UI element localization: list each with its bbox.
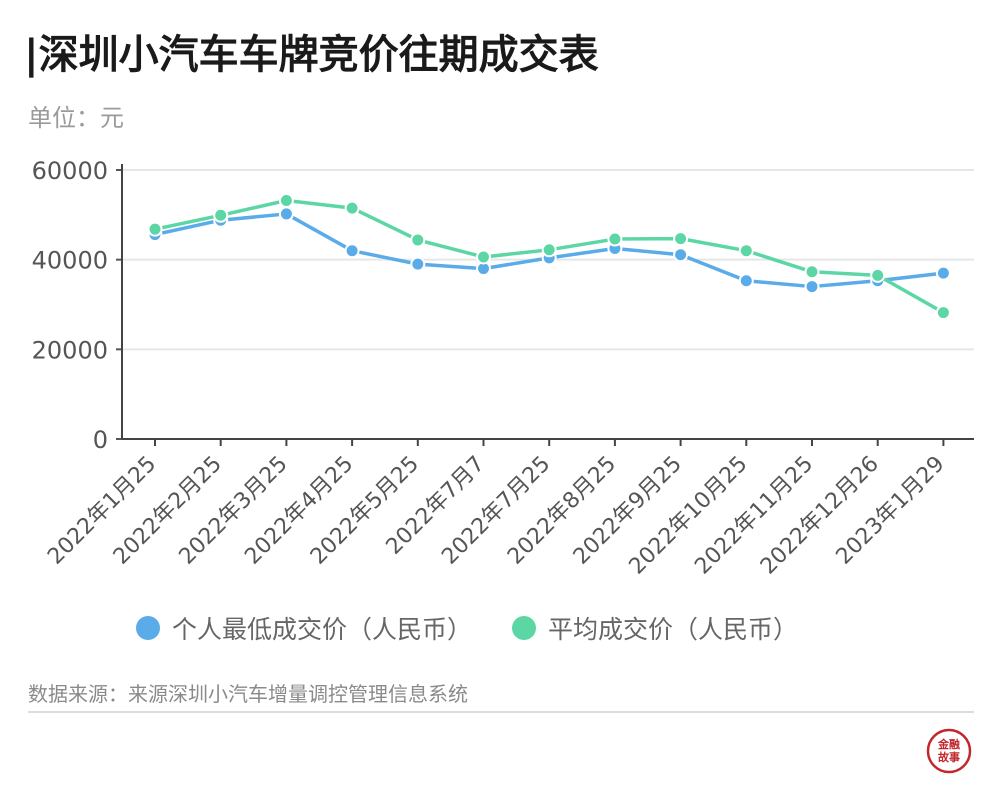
source-divider — [28, 711, 974, 713]
data-source: 数据来源：来源深圳小汽车增量调控管理信息系统 — [28, 682, 468, 706]
unit-label: 单位：元 — [28, 104, 124, 132]
x-tick-label-9: 2022年10月25 — [625, 452, 753, 580]
y-tick-label-1: 20000 — [32, 336, 108, 364]
y-tick-label-0: 0 — [93, 426, 108, 454]
series-1-point-9 — [738, 243, 754, 259]
series-0-point-3 — [344, 243, 360, 259]
series-1-point-6 — [541, 242, 557, 258]
logo-text-top: 金融 — [937, 737, 960, 751]
legend-item-avg[interactable]: 平均成交价（人民币） — [512, 610, 798, 646]
series-1-point-1 — [213, 207, 229, 223]
series-1-point-11 — [870, 267, 886, 283]
series-1-point-2 — [278, 192, 294, 208]
series-0-point-9 — [738, 273, 754, 289]
brand-logo-icon: 金融 故事 — [926, 728, 972, 774]
logo-text-bottom: 故事 — [938, 750, 960, 764]
page-title: |深圳小汽车车牌竞价往期成交表 — [24, 32, 599, 78]
series-1-point-10 — [804, 264, 820, 280]
y-tick-label-3: 60000 — [32, 157, 108, 185]
chart-legend: 个人最低成交价（人民币） 平均成交价（人民币） — [136, 610, 798, 646]
series-0-point-2 — [278, 206, 294, 222]
legend-label-min: 个人最低成交价（人民币） — [172, 615, 473, 644]
legend-dot-min — [136, 616, 160, 640]
x-tick-label-11: 2022年12月26 — [756, 452, 884, 580]
series-1-point-7 — [607, 231, 623, 247]
series-1-point-0 — [147, 221, 163, 237]
series-0-point-10 — [804, 279, 820, 295]
x-tick-label-10: 2022年11月25 — [690, 452, 818, 580]
series-1-point-12 — [935, 305, 951, 321]
series-1-point-3 — [344, 200, 360, 216]
series-1-point-4 — [410, 232, 426, 248]
y-tick-label-2: 40000 — [32, 247, 108, 275]
series-0-point-12 — [935, 265, 951, 281]
series-1-point-5 — [476, 249, 491, 265]
legend-label-avg: 平均成交价（人民币） — [548, 615, 799, 644]
legend-item-min[interactable]: 个人最低成交价（人民币） — [136, 610, 472, 646]
series-0-point-8 — [673, 247, 689, 263]
legend-dot-avg — [512, 616, 537, 640]
series-1-point-8 — [673, 231, 689, 247]
series-0-point-4 — [410, 256, 426, 272]
